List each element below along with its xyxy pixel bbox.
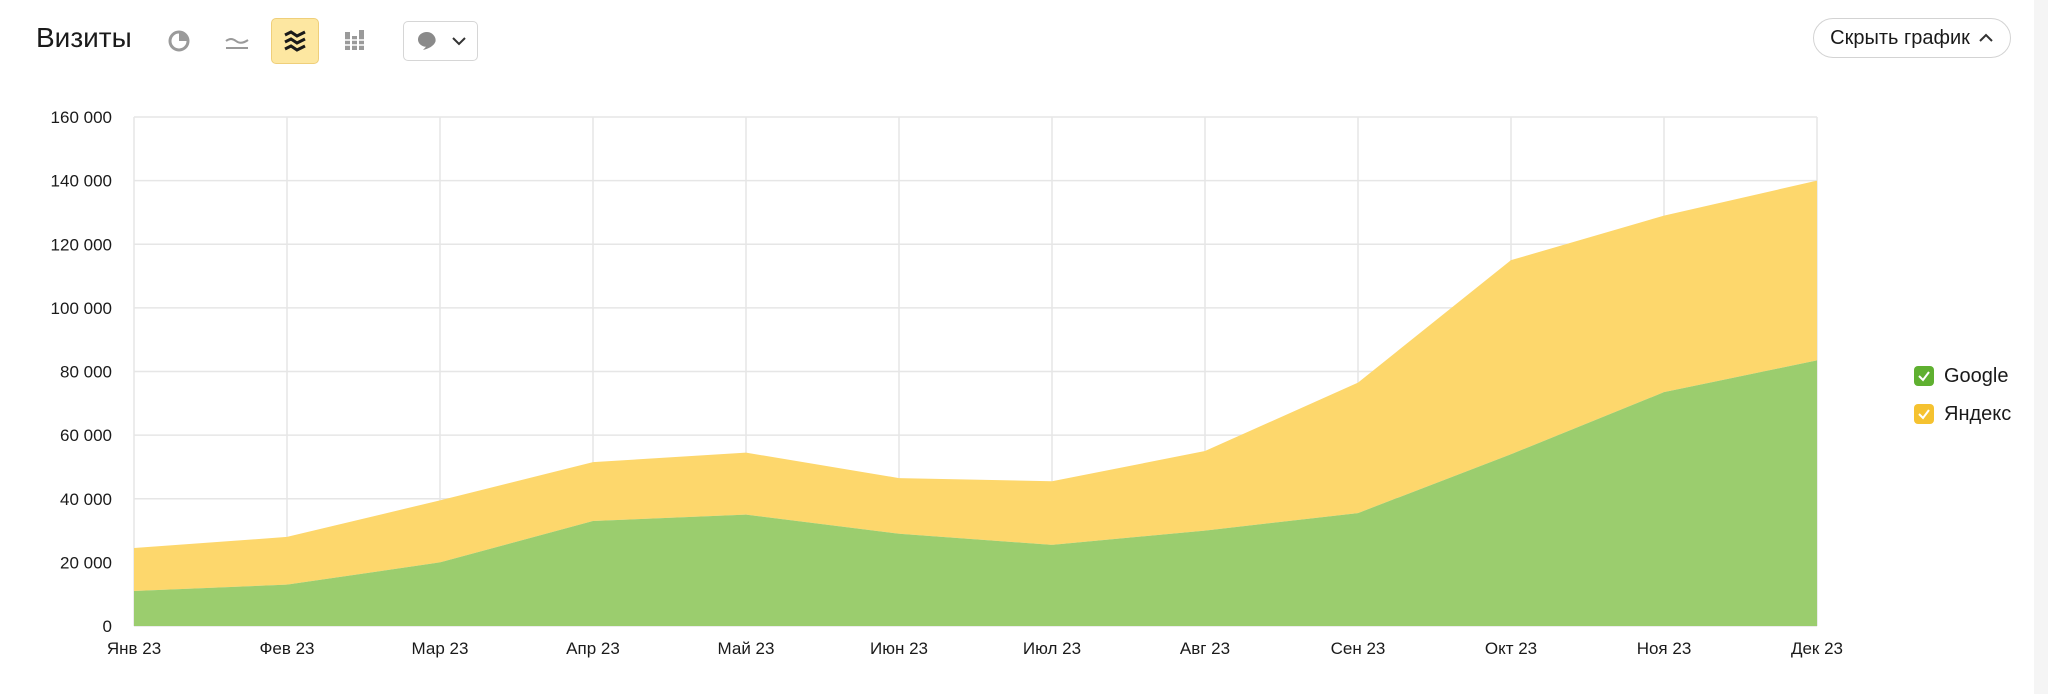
chevron-down-icon [451,37,466,46]
hide-chart-label: Скрыть график [1830,26,1970,49]
checkbox-checked-icon[interactable] [1914,404,1934,424]
y-tick-label: 100 000 [51,299,112,318]
chevron-up-icon [1979,33,1993,42]
stacked-area-icon [284,30,306,52]
x-tick-label: Авг 23 [1180,639,1230,658]
y-tick-label: 80 000 [60,363,112,382]
y-tick-label: 0 [103,617,112,636]
y-tick-label: 120 000 [51,235,112,254]
x-tick-label: Окт 23 [1485,639,1537,658]
x-tick-label: Дек 23 [1791,639,1843,658]
chart-areas [134,180,1817,626]
stacked-bar-icon [344,30,366,50]
y-axis-labels: 0 20 000 40 000 60 000 80 000 100 000 120 000 1… [51,108,112,636]
chart-legend: Google Яндекс [1914,357,2011,433]
legend-label: Google [1944,364,2009,387]
comment-icon [417,32,436,50]
y-tick-label: 40 000 [60,490,112,509]
pie-chart-icon [168,30,190,52]
x-tick-label: Мар 23 [412,639,469,658]
area-series-yandex [134,180,1817,592]
page-title: Визиты [36,22,132,53]
x-tick-label: Июл 23 [1023,639,1081,658]
legend-label: Яндекс [1944,402,2012,425]
x-tick-label: Июн 23 [870,639,928,658]
y-tick-label: 60 000 [60,426,112,445]
annotations-dropdown[interactable] [403,21,478,61]
x-tick-label: Ноя 23 [1637,639,1692,658]
area-series-google [134,360,1817,626]
y-tick-label: 20 000 [60,553,112,572]
x-tick-label: Фев 23 [259,639,314,658]
x-tick-label: Май 23 [718,639,775,658]
hide-chart-button[interactable]: Скрыть график [1813,18,2011,58]
x-tick-label: Апр 23 [566,639,620,658]
x-tick-label: Сен 23 [1331,639,1386,658]
line-chart-toggle[interactable] [213,18,261,64]
stacked-bar-toggle[interactable] [331,18,379,64]
y-tick-label: 140 000 [51,172,112,191]
y-tick-label: 160 000 [51,108,112,127]
stacked-area-chart: Янв 23 Фев 23 Мар 23 Апр 23 Май 23 Июн 23 Июл … [51,108,1843,658]
legend-item-google[interactable]: Google [1914,357,2011,395]
line-chart-icon [225,38,249,49]
stacked-area-toggle[interactable] [271,18,319,64]
x-axis-labels: Янв 23 Фев 23 Мар 23 Апр 23 Май 23 Июн 23 Июл … [107,639,1843,658]
x-tick-label: Янв 23 [107,639,161,658]
pie-chart-toggle[interactable] [155,18,203,64]
scrollbar[interactable] [2034,0,2048,694]
checkbox-checked-icon[interactable] [1914,366,1934,386]
legend-item-yandex[interactable]: Яндекс [1914,395,2011,433]
